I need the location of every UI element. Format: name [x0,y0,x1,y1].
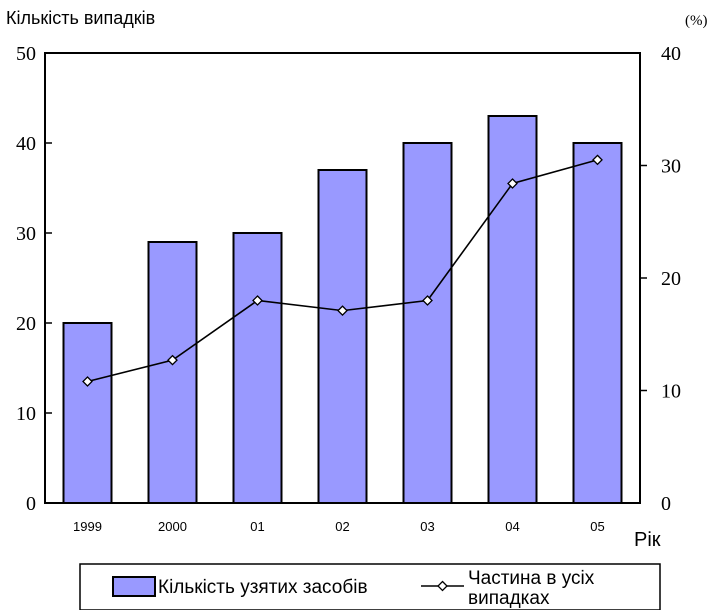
bar [147,241,198,504]
left-tick-label: 30 [16,223,36,245]
x-axis-title: Рік [634,529,661,551]
plot-area-frame [44,52,641,504]
left-tick-label: 10 [16,403,36,425]
x-tick-label: 2000 [158,519,187,534]
point-marker [252,295,263,306]
left-tick-label: 40 [16,133,36,155]
left-tick-label: 50 [16,43,36,65]
point-marker [592,154,603,166]
legend-bar-label: Кількість узятих засобів [158,577,368,598]
bar [487,115,538,504]
x-tick-label: 03 [420,519,434,534]
legend-box [79,563,661,610]
point-marker [507,178,518,189]
legend-line-label-line1: Частина в усіх [468,568,595,589]
point-marker [337,305,348,317]
x-tick-label: 1999 [73,519,102,534]
point-marker [422,295,433,306]
bar-series [62,115,623,504]
left-tick-label: 0 [26,493,36,515]
bar [317,169,368,504]
right-tick-label: 10 [661,381,681,403]
bar [62,322,113,504]
right-axis-ticks: 0 10 20 30 40 [640,43,681,515]
right-tick-label: 0 [661,493,671,515]
x-tick-label: 01 [250,519,264,534]
bar [232,232,283,504]
right-axis-title: (%) [685,13,708,29]
x-tick-labels: 1999 2000 01 02 03 04 05 [73,519,605,534]
legend: Кількість узятих засобів Частина в усіх … [79,563,661,610]
x-tick-label: 05 [590,519,604,534]
right-tick-label: 40 [661,43,681,65]
bar [402,142,453,504]
point-marker [82,376,93,387]
left-tick-label: 20 [16,313,36,335]
legend-bar-swatch [112,576,156,597]
legend-line-label-line2: випадках [468,588,550,609]
left-axis-title: Кількість випадків [6,8,155,28]
point-marker [167,354,178,366]
right-tick-label: 20 [661,268,681,290]
x-tick-label: 04 [505,519,519,534]
x-tick-label: 02 [335,519,349,534]
line-series [82,154,603,387]
left-axis-ticks: 0 10 20 30 40 50 [16,43,52,515]
bar [572,142,623,504]
legend-diamond-marker [437,580,448,592]
right-tick-label: 30 [661,156,681,178]
